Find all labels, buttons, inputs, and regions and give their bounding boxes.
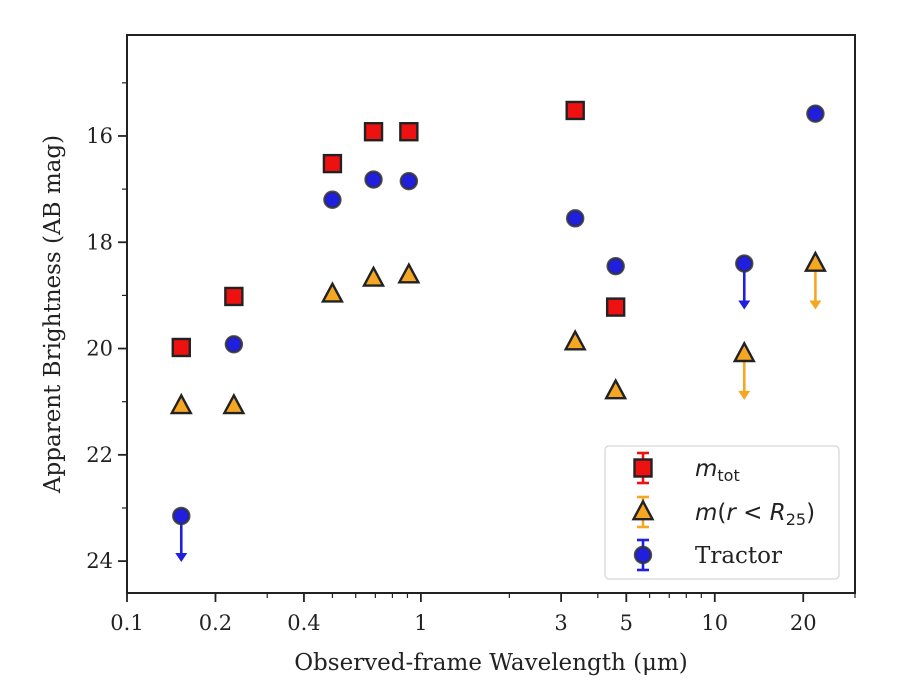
circle-point <box>172 506 191 526</box>
legend-box <box>604 445 840 580</box>
square-point <box>399 122 419 142</box>
legend-marker-square <box>633 458 653 478</box>
y-axis-ticks: 16 18 20 22 24 <box>86 82 127 573</box>
y-tick-label: 16 <box>86 124 113 148</box>
x-tick-label: 0.4 <box>287 611 320 635</box>
square-point <box>224 286 244 307</box>
square-point <box>565 100 585 121</box>
y-axis-label: Apparent Brightness (AB mag) <box>40 135 66 494</box>
triangle-point <box>563 329 587 351</box>
y-tick-label: 18 <box>86 230 113 254</box>
circle-point <box>606 256 625 276</box>
upper-limit-arrowhead <box>175 552 188 562</box>
legend: mtot m(r < R25) Tractor <box>604 445 840 580</box>
square-point <box>363 122 384 142</box>
x-tick-label: 3 <box>554 611 567 635</box>
upper-limit-arrowhead <box>738 300 751 310</box>
plot-frame <box>126 34 856 594</box>
x-axis-label: Observed-frame Wavelength (μm) <box>294 650 688 676</box>
circle-point <box>565 209 585 228</box>
triangle-point <box>169 392 193 415</box>
series-triangle <box>169 250 827 415</box>
square-point <box>605 297 626 317</box>
y-tick-label: 24 <box>86 549 113 573</box>
y-tick-label: 20 <box>86 337 113 361</box>
square-point <box>171 337 191 358</box>
x-tick-label: 0.1 <box>110 611 143 635</box>
legend-label: Tractor <box>695 543 782 569</box>
legend-label: mtot <box>695 456 740 485</box>
triangle-point <box>604 377 628 400</box>
x-tick-label: 5 <box>620 611 633 635</box>
x-axis-ticks: 0.1 0.2 0.4 1 3 5 10 20 <box>110 593 856 635</box>
circle-point <box>224 335 244 354</box>
x-tick-label: 20 <box>790 611 817 635</box>
legend-marker-triangle <box>631 498 655 521</box>
triangle-point <box>732 340 756 363</box>
legend-marker-circle <box>633 545 653 565</box>
triangle-point <box>803 250 827 272</box>
upper-limit-arrowhead <box>738 390 751 400</box>
circle-point <box>735 254 754 273</box>
x-tick-label: 0.2 <box>199 611 232 635</box>
circle-point <box>399 171 419 191</box>
circle-point <box>323 190 342 209</box>
data-points <box>169 100 827 562</box>
legend-label: m(r < R25) <box>695 500 815 529</box>
triangle-point <box>397 262 421 284</box>
triangle-point <box>222 392 246 415</box>
circle-point <box>806 104 825 123</box>
series-square <box>171 100 626 358</box>
triangle-point <box>362 265 386 287</box>
triangle-point <box>320 281 344 303</box>
series-circle <box>172 104 825 562</box>
x-tick-label: 1 <box>414 611 427 635</box>
x-tick-label: 10 <box>701 611 728 635</box>
y-tick-label: 22 <box>86 443 113 467</box>
circle-point <box>364 170 383 189</box>
upper-limit-arrowhead <box>809 300 822 310</box>
square-point <box>322 153 343 174</box>
